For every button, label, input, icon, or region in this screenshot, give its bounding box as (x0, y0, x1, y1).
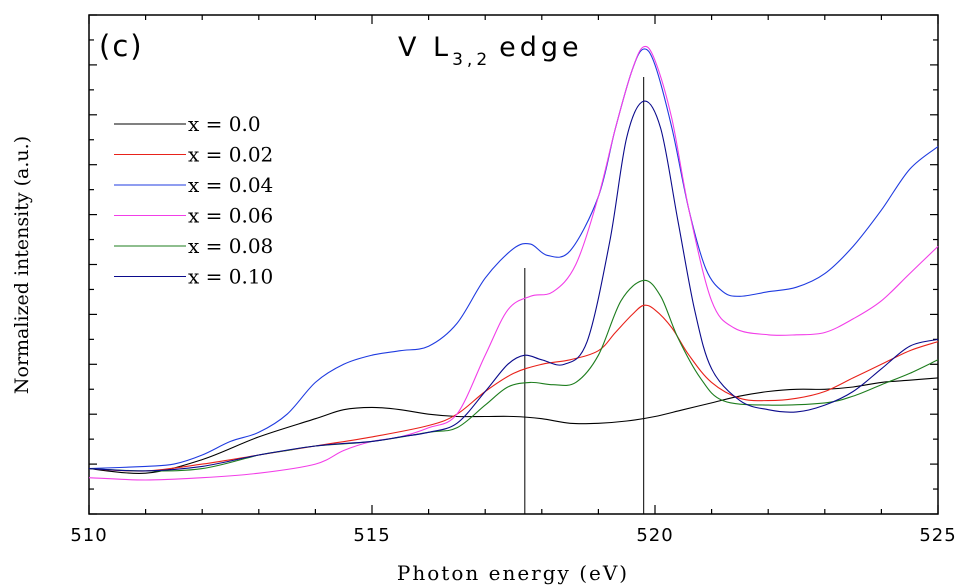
series-group (88, 45, 939, 481)
legend-label: x = 0.04 (188, 173, 273, 197)
legend: x = 0.0 x = 0.02 x = 0.04 x = 0.06 x = 0.08 x… (114, 112, 273, 289)
legend-label: x = 0.08 (188, 234, 273, 258)
x-tick-label: 525 (919, 525, 956, 546)
series-line-4 (88, 279, 939, 472)
panel-label: (c) (99, 29, 144, 63)
axis-ticks (88, 14, 939, 515)
series-line-3 (88, 45, 939, 481)
series-line-5 (88, 100, 939, 472)
series-line-0 (88, 377, 939, 475)
legend-label: x = 0.0 (188, 112, 261, 136)
chart-title-suffix: edge (499, 32, 583, 63)
x-tick-label: 520 (636, 525, 673, 546)
x-tick-labels: 510 515 520 525 (70, 525, 956, 546)
series-line-2 (88, 48, 939, 470)
chart-title-main: V L (398, 32, 452, 63)
x-tick-label: 510 (70, 525, 107, 546)
chart-title-subscript: 3,2 (452, 50, 491, 70)
chart-title: V L3,2 edge (398, 32, 583, 70)
legend-label: x = 0.10 (188, 265, 273, 289)
y-axis-label: Normalized intensity (a.u.) (11, 136, 33, 394)
x-tick-label: 515 (353, 525, 390, 546)
x-axis-label: Photon energy (eV) (397, 561, 629, 585)
vertical-markers (524, 77, 645, 514)
legend-label: x = 0.06 (188, 204, 273, 228)
series-line-1 (88, 304, 939, 472)
legend-label: x = 0.02 (188, 143, 273, 167)
